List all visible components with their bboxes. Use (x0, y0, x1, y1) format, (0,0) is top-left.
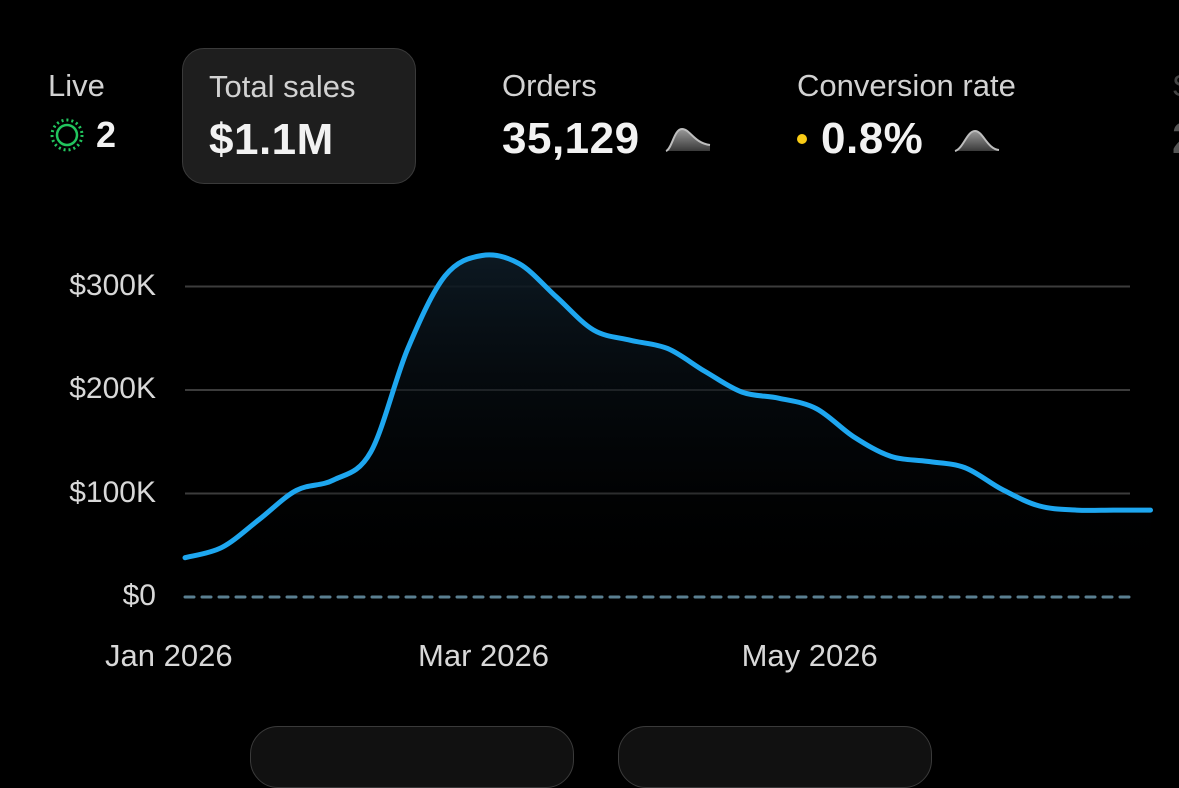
sparkline-icon (953, 123, 1001, 155)
orders-label: Orders (502, 68, 597, 103)
x-tick-label: May 2026 (741, 638, 878, 673)
bottom-pill-button[interactable] (618, 726, 932, 788)
y-tick-label: $0 (122, 579, 156, 612)
metric-partial-offscreen[interactable]: Se 2 (1172, 48, 1179, 182)
total-sales-value: $1.1M (209, 115, 334, 164)
y-tick-label: $100K (69, 475, 156, 509)
partial-label: Se (1172, 68, 1179, 104)
sparkline-icon (664, 123, 712, 155)
live-pulse-icon (48, 116, 86, 154)
x-tick-label: Mar 2026 (418, 638, 549, 673)
metric-total-sales[interactable]: Total sales $1.1M (182, 48, 416, 184)
sales-chart[interactable]: $0 $100K $200K $300K Jan 2026 Mar 2026 May 20… (0, 200, 1179, 690)
sales-series-line[interactable] (182, 252, 1153, 561)
live-label: Live (48, 68, 105, 103)
conversion-rate-value: 0.8% (821, 114, 924, 163)
bottom-pill-button[interactable] (250, 726, 574, 788)
conversion-rate-label: Conversion rate (797, 68, 1016, 103)
x-tick-label: Jan 2026 (105, 638, 233, 673)
y-tick-label: $300K (69, 268, 156, 302)
orders-value: 35,129 (502, 114, 640, 163)
metrics-bar: Live 2 Total sales $1.1M Orders 35,129 (0, 0, 1179, 200)
sales-area (185, 254, 1151, 597)
live-value: 2 (96, 114, 117, 155)
y-tick-label: $200K (69, 372, 156, 405)
total-sales-label: Total sales (209, 69, 356, 104)
partial-value: 2 (1172, 114, 1179, 164)
status-dot-icon (797, 134, 807, 144)
sales-chart-svg (182, 252, 1153, 599)
